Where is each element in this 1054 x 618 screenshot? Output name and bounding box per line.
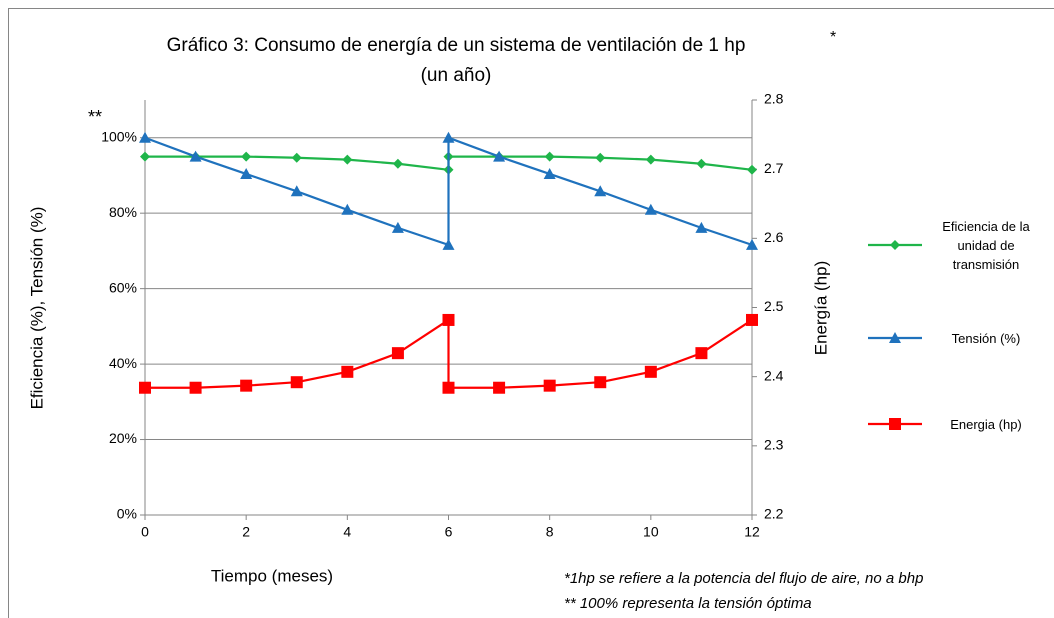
marker [594,185,607,197]
marker [493,150,506,162]
marker [442,381,455,394]
marker [291,152,302,163]
y2-tick-label: 2.5 [764,298,784,314]
y2-axis-label: Energía (hp) [811,261,830,356]
marker [290,185,303,197]
x-axis-label: Tiempo (meses) [211,566,333,585]
x-tick-label: 0 [141,524,149,540]
marker [644,365,657,378]
marker [644,203,657,215]
x-tick-label: 2 [242,524,250,540]
marker [889,418,901,430]
marker [240,167,253,179]
legend-label: Eficiencia de la unidad de transmisión [942,218,1030,272]
marker [747,164,757,175]
marker [543,379,556,392]
marker [189,381,202,394]
x-tick-label: 10 [643,524,659,540]
marker [695,221,708,233]
marker [889,332,901,343]
x-tick-label: 6 [445,524,453,540]
chart-frame [8,8,1054,618]
chart-subtitle: (un año) [421,65,492,86]
y2-tick-label: 2.6 [764,229,784,245]
marker [140,151,150,162]
annotation: ** [88,107,102,127]
marker [645,154,656,165]
y2-tick-label: 2.8 [764,91,784,107]
legend-label: Tensión (%) [951,330,1021,346]
marker [493,381,506,394]
marker [595,152,606,163]
marker [442,131,455,143]
chart-title: Gráfico 3: Consumo de energía de un sist… [167,35,746,56]
x-tick-label: 8 [546,524,554,540]
marker [341,203,354,215]
y2-tick-label: 2.2 [764,506,784,522]
y2-tick-label: 2.3 [764,437,784,453]
y2-tick-label: 2.4 [764,367,784,383]
marker [139,381,151,394]
marker [746,238,758,250]
marker [442,313,455,326]
marker [391,347,404,360]
marker [544,151,555,162]
marker [342,154,353,165]
footnote: ** 100% representa la tensión óptima [564,595,812,612]
y-tick-label: 20% [109,430,137,446]
marker [290,376,303,389]
title-mark: * [830,29,836,46]
marker [241,151,252,162]
legend-entry: Energia (hp) [950,416,1022,432]
y-tick-label: 60% [109,279,137,295]
y-axis-label: Eficiencia (%), Tensión (%) [27,207,46,410]
y2-tick-label: 2.7 [764,160,784,176]
series-line [144,136,753,247]
legend-label: Energia (hp) [950,416,1022,432]
footnote: *1hp se refiere a la potencia del flujo … [564,570,923,587]
x-tick-label: 4 [343,524,351,540]
y-tick-label: 40% [109,355,137,371]
legend-entry: Eficiencia de la unidad de transmisión [942,218,1030,272]
y-tick-label: 100% [101,128,137,144]
marker [189,150,202,162]
x-tick-label: 12 [744,524,760,540]
y-tick-label: 80% [109,204,137,220]
marker [392,158,403,169]
marker [695,347,708,360]
marker [594,376,607,389]
marker [890,240,900,250]
legend-entry: Tensión (%) [951,330,1021,346]
marker [341,365,354,378]
y-tick-label: 0% [117,506,137,522]
series-line [145,317,753,389]
marker [696,158,707,169]
marker [240,379,253,392]
marker [391,221,404,233]
marker [746,313,758,326]
marker [139,131,151,143]
marker [543,167,556,179]
marker [442,238,455,250]
